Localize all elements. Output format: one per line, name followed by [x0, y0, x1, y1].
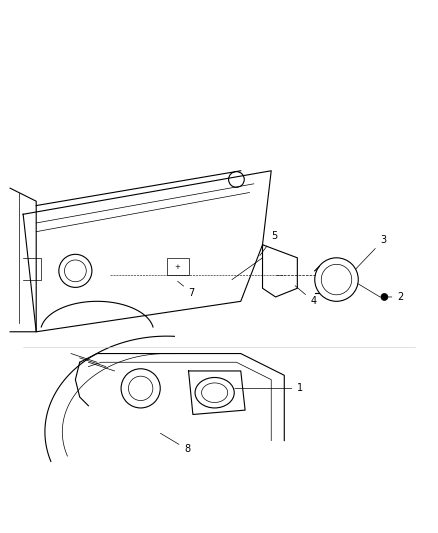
Text: 4: 4	[295, 286, 317, 306]
Text: 3: 3	[356, 236, 386, 269]
Circle shape	[381, 294, 388, 301]
Text: 7: 7	[178, 281, 195, 297]
Text: 2: 2	[387, 292, 404, 302]
Text: 1: 1	[235, 383, 304, 393]
Text: 8: 8	[160, 433, 190, 454]
Text: +: +	[175, 264, 180, 270]
Text: 5: 5	[260, 231, 278, 255]
